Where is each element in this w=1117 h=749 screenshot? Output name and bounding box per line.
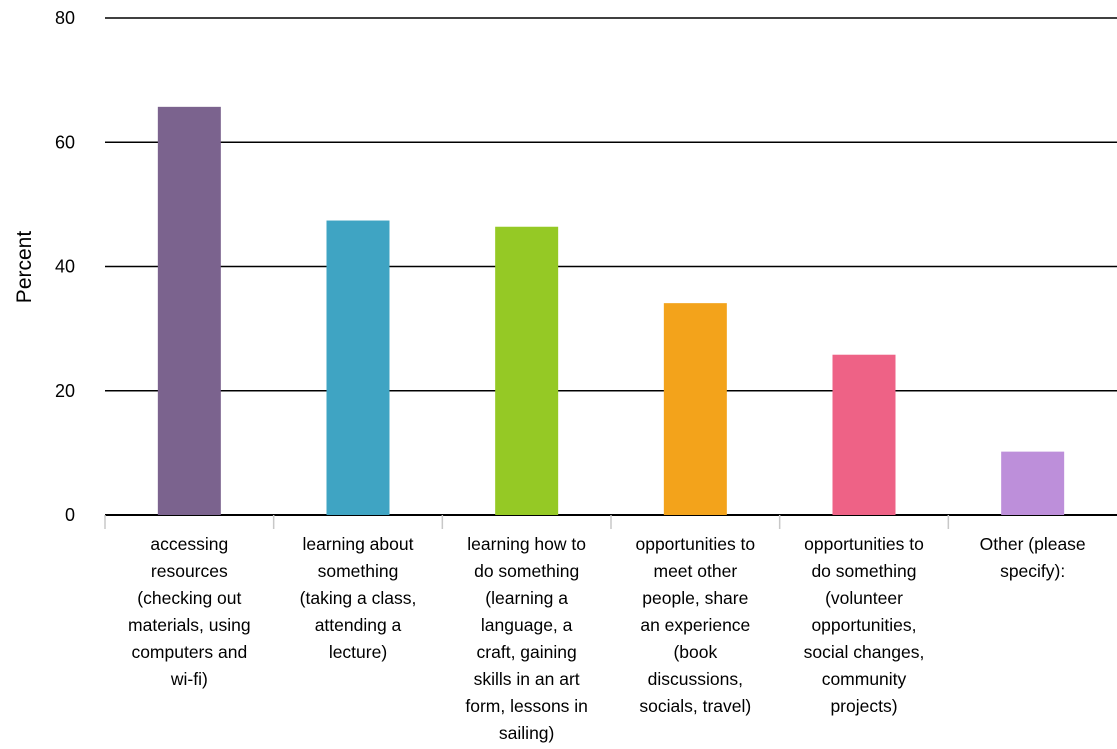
y-axis-title: Percent [13, 231, 36, 304]
y-tick-label: 20 [55, 381, 75, 401]
bar-5 [832, 354, 896, 515]
x-tick-label: opportunities to meet other people, shar… [635, 534, 756, 716]
x-axis [104, 515, 950, 529]
y-tick-label: 0 [65, 505, 75, 525]
x-tick-label: learning about something (taking a class… [299, 534, 417, 662]
gridlines [105, 17, 1117, 516]
bar-4 [663, 303, 727, 515]
bar-6 [1001, 451, 1065, 515]
y-tick-label: 40 [55, 257, 75, 277]
x-tick-label: learning how to do something (learning a… [465, 534, 588, 743]
y-tick-labels: 0 20 40 60 80 [55, 8, 75, 525]
bars [157, 106, 1065, 516]
x-tick-label: Other (please specify): [979, 534, 1086, 581]
x-tick-label: accessing resources (checking out materi… [128, 534, 251, 689]
y-tick-label: 60 [55, 132, 75, 152]
x-tick-label: opportunities to do something (volunteer… [803, 534, 925, 716]
bar-1 [157, 106, 221, 516]
bar-3 [495, 226, 559, 516]
y-tick-label: 80 [55, 8, 75, 28]
bar-2 [326, 220, 390, 515]
